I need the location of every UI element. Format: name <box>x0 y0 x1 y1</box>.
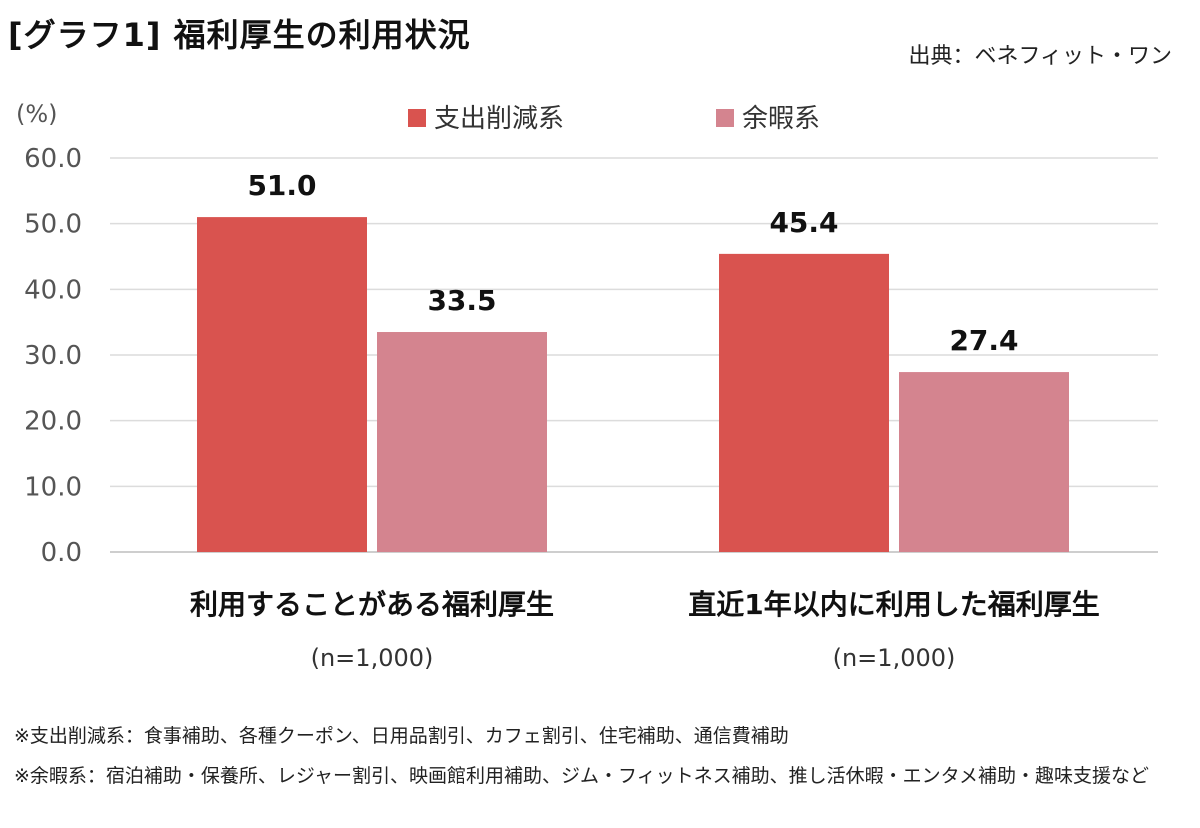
category-sample-size: (n=1,000) <box>311 644 434 672</box>
y-tick-label: 0.0 <box>41 538 82 568</box>
footnote-leisure: ※余暇系：宿泊補助・保養所、レジャー割引、映画館利用補助、ジム・フィットネス補助… <box>14 765 1150 787</box>
category-label: 利用することがある福利厚生 <box>190 588 554 621</box>
bar-chart: 0.0 10.0 20.0 30.0 40.0 50.0 60.0 (%) 支出削減系 余暇系 51… <box>16 100 1158 672</box>
legend-swatch <box>716 109 734 127</box>
category-label: 直近1年以内に利用した福利厚生 <box>688 588 1099 621</box>
legend-label: 支出削減系 <box>434 104 564 134</box>
legend-label: 余暇系 <box>742 104 820 134</box>
y-tick-label: 20.0 <box>24 407 82 437</box>
y-tick-label: 40.0 <box>24 275 82 305</box>
bar <box>719 253 889 552</box>
y-tick-label: 30.0 <box>24 341 82 371</box>
y-tick-label: 10.0 <box>24 472 82 502</box>
y-tick-label: 60.0 <box>24 144 82 174</box>
chart-title: [グラフ1] 福利厚生の利用状況 <box>8 16 471 54</box>
data-label: 45.4 <box>769 206 838 239</box>
source-note: 出典：ベネフィット・ワン <box>908 44 1172 69</box>
data-label: 51.0 <box>247 169 316 202</box>
data-label: 27.4 <box>949 324 1018 357</box>
data-label: 33.5 <box>427 284 496 317</box>
category-sample-size: (n=1,000) <box>833 644 956 672</box>
bar <box>197 217 367 552</box>
bar <box>377 332 547 552</box>
footnote-savings: ※支出削減系：食事補助、各種クーポン、日用品割引、カフェ割引、住宅補助、通信費補… <box>14 725 789 747</box>
legend-swatch <box>408 109 426 127</box>
footnotes: ※支出削減系：食事補助、各種クーポン、日用品割引、カフェ割引、住宅補助、通信費補… <box>14 716 1149 796</box>
y-unit-label: (%) <box>16 100 58 128</box>
y-tick-label: 50.0 <box>24 210 82 240</box>
bar <box>899 372 1069 552</box>
